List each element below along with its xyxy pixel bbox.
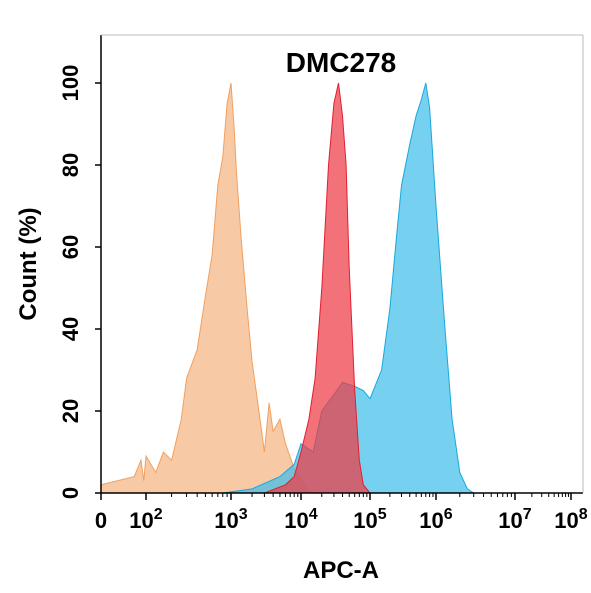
y-axis-title: Count (%) [15,207,42,320]
y-tick-label: 0 [58,487,83,499]
x-tick-label: 106 [419,506,452,533]
y-tick-label: 100 [58,65,83,102]
x-axis-title: APC-A [303,557,379,584]
x-tick-label: 107 [498,506,531,533]
x-tick-label: 104 [284,506,317,533]
y-ticks: 0 20 40 60 80 100 [58,65,101,499]
x-tick-label: 108 [554,506,587,533]
y-tick-label: 20 [58,399,83,423]
y-tick-label: 40 [58,317,83,341]
x-tick-label: 102 [129,506,162,533]
x-tick-label: 105 [353,506,386,533]
series-layer [100,82,476,494]
histogram-series-3 [264,82,372,494]
chart-title: DMC278 [286,47,396,78]
x-ticks: 0 102 103 104 105 106 107 108 [95,493,588,533]
x-tick-label: 103 [214,506,247,533]
histogram-series-1 [100,82,315,494]
y-tick-label: 60 [58,235,83,259]
x-tick-label: 0 [95,508,107,533]
y-tick-label: 80 [58,153,83,177]
